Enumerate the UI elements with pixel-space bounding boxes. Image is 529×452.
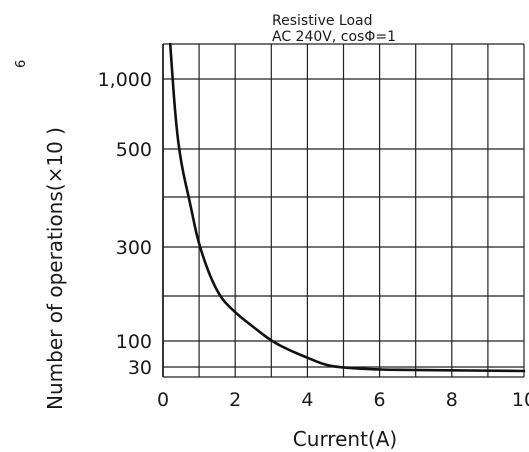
- x-tick-label: 0: [157, 389, 169, 411]
- x-tick-label: 8: [446, 389, 458, 411]
- y-axis-label: Number of operations(×10 ): [43, 127, 67, 410]
- x-tick-label: 4: [301, 389, 313, 411]
- y-tick-label: 300: [116, 237, 152, 259]
- x-tick-label: 10: [512, 389, 529, 411]
- series-line: [168, 42, 526, 373]
- y-tick-label: 100: [116, 331, 152, 353]
- chart-annotation-line2: AC 240V, cosΦ=1: [272, 29, 396, 45]
- y-axis-exponent: 6: [14, 60, 29, 68]
- y-tick-label: 1,000: [98, 69, 152, 91]
- x-tick-label: 6: [374, 389, 386, 411]
- chart-annotation-line1: Resistive Load: [272, 13, 373, 29]
- tick-labels: 0 2 4 6 8 10 30 100 300 500 1,000: [98, 69, 529, 411]
- y-tick-label: 30: [128, 357, 152, 379]
- x-tick-label: 2: [229, 389, 241, 411]
- y-tick-label: 500: [116, 139, 152, 161]
- grid: [162, 43, 525, 378]
- x-axis-label: Current(A): [293, 427, 397, 451]
